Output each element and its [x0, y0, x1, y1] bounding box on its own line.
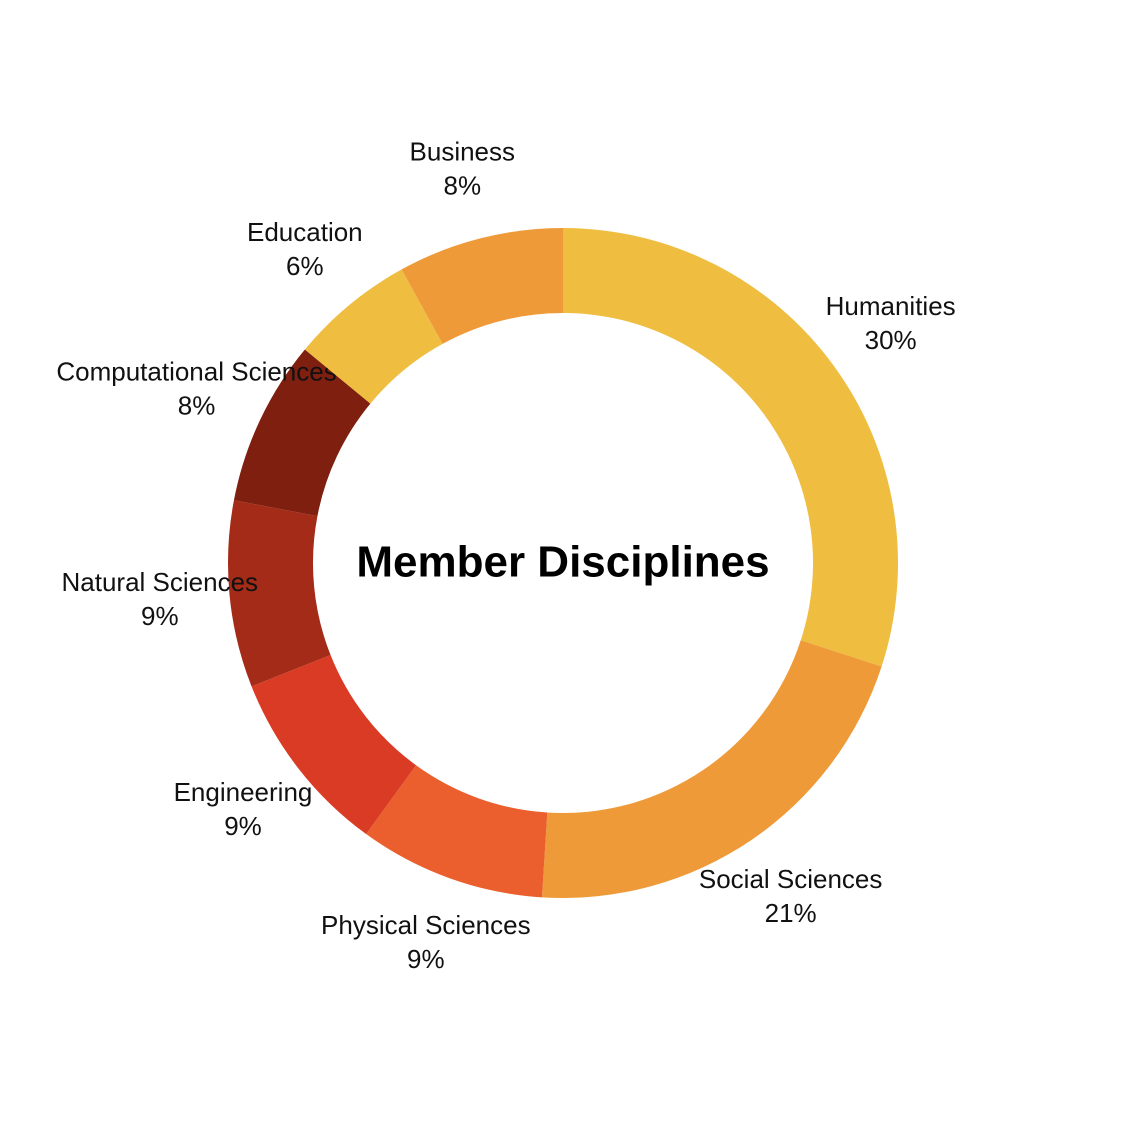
value-label: 9%	[141, 601, 179, 631]
donut-slice	[251, 655, 417, 835]
chart-title: Member Disciplines	[356, 538, 769, 587]
donut-slice	[233, 349, 371, 517]
slice-label: Engineering	[174, 777, 313, 807]
slice-label: Business	[410, 137, 516, 167]
slice-label: Education	[247, 217, 363, 247]
donut-slice	[304, 269, 443, 404]
donut-slice	[366, 765, 548, 898]
slice-label: Natural Sciences	[62, 567, 259, 597]
value-label: 21%	[765, 898, 817, 928]
donut-slice	[563, 228, 899, 667]
slice-label: Physical Sciences	[321, 910, 531, 940]
donut-slice	[541, 640, 882, 898]
value-label: 8%	[178, 390, 216, 420]
value-label: 30%	[865, 325, 917, 355]
value-label: 9%	[224, 811, 262, 841]
value-label: 6%	[286, 251, 324, 281]
donut-slice	[228, 500, 331, 687]
value-label: 9%	[407, 944, 445, 974]
value-label: 8%	[443, 171, 481, 201]
slice-label: Computational Sciences	[56, 356, 336, 386]
donut-slice	[401, 228, 563, 344]
slice-label: Social Sciences	[699, 864, 883, 894]
slice-label: Humanities	[826, 291, 956, 321]
